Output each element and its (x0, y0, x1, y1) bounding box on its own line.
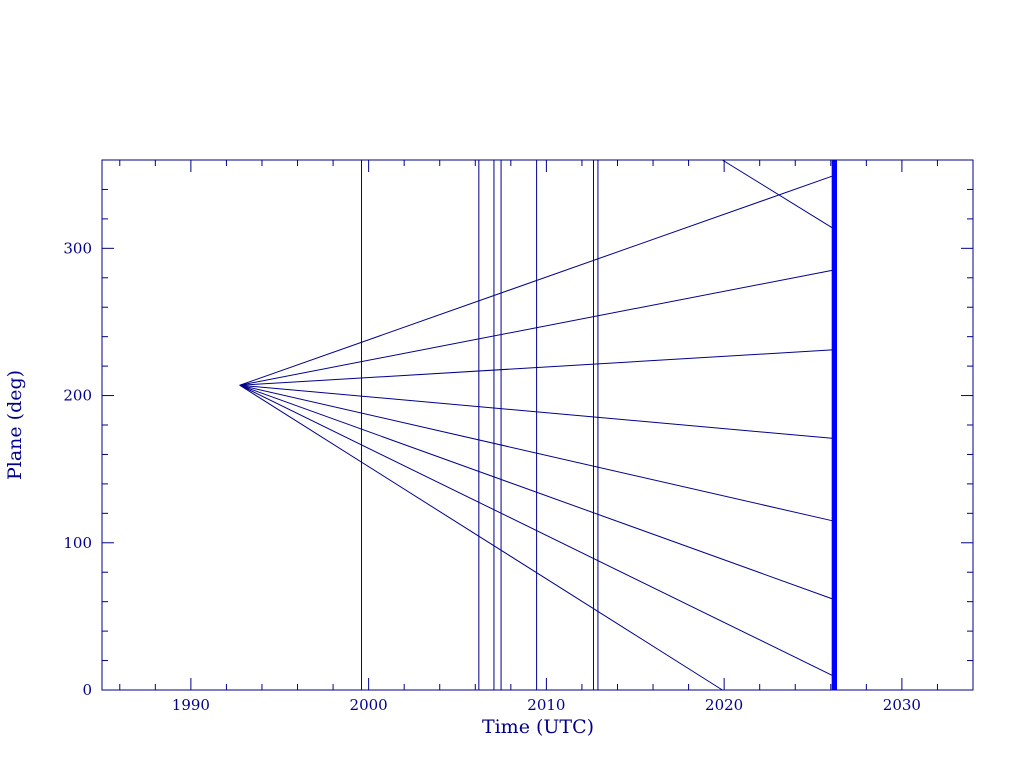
plane-line (239, 175, 833, 386)
x-axis-label: Time (UTC) (482, 716, 594, 738)
plane-line (239, 349, 833, 386)
plane-line (239, 384, 723, 691)
plane-line (239, 384, 833, 676)
x-tick-label: 2020 (705, 696, 743, 714)
plane-line (239, 384, 833, 600)
x-tick-label: 2030 (883, 696, 921, 714)
x-tick-label: 2000 (350, 696, 388, 714)
plane-line (239, 384, 833, 522)
plane-line (239, 269, 833, 386)
time-band (831, 160, 838, 690)
y-tick-label: 300 (63, 239, 92, 257)
y-tick-label: 100 (63, 534, 92, 552)
y-tick-label: 200 (63, 387, 92, 405)
plane-line (722, 159, 833, 229)
x-tick-label: 2010 (527, 696, 565, 714)
y-tick-label: 0 (82, 681, 92, 699)
plot-frame (101, 159, 974, 691)
x-tick-label: 1990 (172, 696, 210, 714)
plane-line (239, 384, 833, 439)
y-axis-label: Plane (deg) (4, 370, 26, 480)
